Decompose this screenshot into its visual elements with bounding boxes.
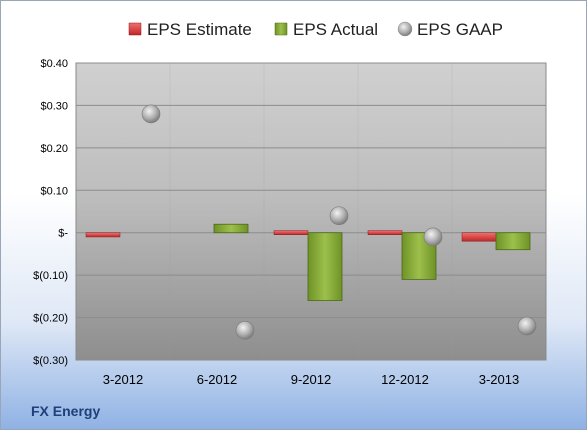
bar-eps-estimate bbox=[85, 232, 121, 238]
legend-swatch-eps-actual bbox=[274, 22, 288, 36]
bar-eps-actual bbox=[213, 223, 249, 234]
legend-item-eps-gaap: EPS GAAP bbox=[397, 20, 503, 39]
bars bbox=[85, 223, 531, 301]
x-category-label: 12-2012 bbox=[381, 372, 429, 387]
y-tick-label: $(0.30) bbox=[33, 355, 68, 367]
bar-eps-actual bbox=[495, 232, 531, 251]
y-axis-tick-labels: $0.40 $0.30 $0.20 $0.10 $- $(0.10) $(0.20) $(0.… bbox=[33, 58, 68, 367]
x-category-label: 9-2012 bbox=[291, 372, 331, 387]
legend: EPS Estimate EPS Actual EPS GAAP bbox=[128, 20, 503, 39]
x-axis-category-labels: 3-2012 6-2012 9-2012 12-2012 3-2013 bbox=[103, 372, 519, 387]
y-tick-label: $0.30 bbox=[40, 100, 68, 112]
marker-eps-gaap bbox=[141, 104, 161, 124]
gaap-markers bbox=[141, 104, 537, 340]
company-name: FX Energy bbox=[31, 403, 101, 419]
y-tick-label: $(0.10) bbox=[33, 270, 68, 282]
y-tick-label: $0.20 bbox=[40, 143, 68, 155]
legend-swatch-eps-estimate bbox=[128, 22, 142, 36]
x-category-label: 6-2012 bbox=[197, 372, 237, 387]
legend-label-eps-actual: EPS Actual bbox=[293, 20, 378, 39]
legend-item-eps-actual: EPS Actual bbox=[274, 20, 378, 39]
marker-eps-gaap bbox=[329, 206, 349, 226]
y-tick-label: $(0.20) bbox=[33, 313, 68, 325]
marker-eps-gaap bbox=[423, 227, 443, 247]
x-category-label: 3-2013 bbox=[479, 372, 519, 387]
bar-eps-estimate bbox=[273, 230, 309, 235]
y-tick-label: $- bbox=[58, 228, 68, 240]
x-category-label: 3-2012 bbox=[103, 372, 143, 387]
bar-eps-estimate bbox=[461, 232, 497, 242]
legend-item-eps-estimate: EPS Estimate bbox=[128, 20, 252, 39]
y-tick-label: $0.10 bbox=[40, 185, 68, 197]
bar-eps-estimate bbox=[367, 230, 403, 235]
marker-eps-gaap bbox=[235, 320, 255, 340]
marker-eps-gaap bbox=[517, 316, 537, 336]
legend-swatch-eps-gaap bbox=[397, 21, 413, 37]
bar-eps-actual bbox=[307, 232, 343, 301]
y-tick-label: $0.40 bbox=[40, 58, 68, 70]
legend-label-eps-estimate: EPS Estimate bbox=[147, 20, 252, 39]
legend-label-eps-gaap: EPS GAAP bbox=[417, 20, 503, 39]
